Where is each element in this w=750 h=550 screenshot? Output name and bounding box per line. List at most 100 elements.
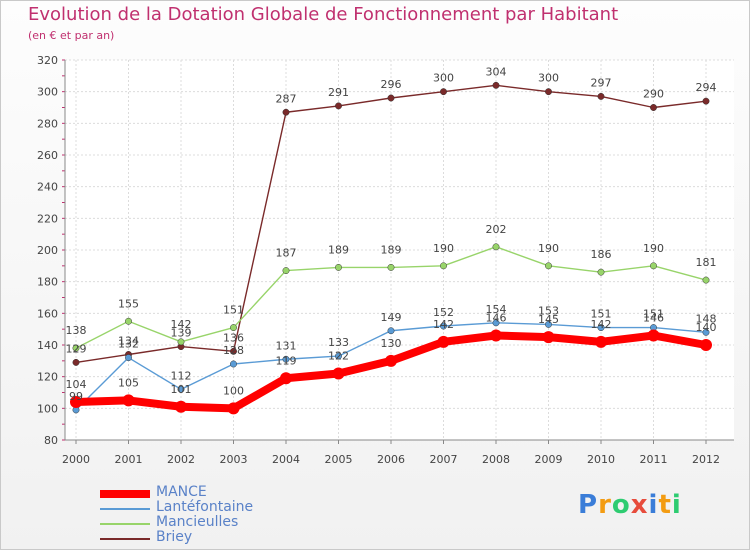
data-point: [545, 262, 552, 270]
logo-letter: t: [658, 490, 672, 520]
logo-letter: P: [578, 490, 599, 520]
data-label: 129: [66, 342, 87, 355]
logo-letter: i: [671, 490, 682, 520]
data-point: [440, 322, 447, 330]
data-point: [70, 396, 82, 408]
data-label: 190: [643, 242, 664, 255]
data-label: 101: [171, 383, 192, 396]
data-point: [335, 352, 342, 360]
data-label: 131: [276, 339, 297, 352]
x-tick-label: 2011: [640, 453, 668, 466]
data-label: 190: [538, 242, 559, 255]
data-label: 296: [381, 78, 402, 91]
data-label: 154: [486, 303, 507, 316]
y-tick-label: 260: [37, 149, 58, 162]
data-label: 136: [223, 331, 244, 344]
data-point: [492, 319, 500, 327]
data-label: 151: [643, 308, 664, 321]
data-label: 100: [223, 384, 244, 397]
data-label: 300: [538, 72, 559, 85]
logo-letter: o: [611, 490, 631, 520]
data-point: [175, 400, 187, 413]
data-point: [282, 108, 290, 116]
data-label: 149: [381, 311, 402, 324]
data-point: [437, 335, 450, 348]
x-tick-label: 2010: [587, 453, 615, 466]
data-label: 138: [66, 324, 87, 337]
data-point: [230, 324, 237, 332]
data-point: [72, 344, 80, 352]
data-label: 133: [328, 336, 349, 349]
data-point: [440, 88, 447, 96]
data-point: [332, 367, 345, 380]
proxiti-logo: Proxiti: [578, 490, 682, 520]
data-label: 187: [276, 247, 297, 260]
y-tick-label: 160: [37, 307, 58, 320]
data-label: 140: [696, 321, 717, 334]
x-tick-label: 2008: [482, 453, 510, 466]
x-tick-label: 2005: [325, 453, 353, 466]
data-point: [125, 317, 132, 325]
data-label: 99: [69, 390, 83, 403]
data-point: [702, 328, 710, 336]
data-label: 146: [486, 312, 507, 325]
data-point: [387, 327, 395, 335]
data-label: 128: [223, 344, 244, 357]
legend-swatch-mancieulles: [100, 523, 150, 525]
data-label: 148: [696, 312, 717, 325]
data-label: 146: [643, 312, 664, 325]
data-label: 145: [538, 313, 559, 326]
data-label: 142: [591, 318, 612, 331]
data-label: 190: [433, 242, 454, 255]
data-point: [125, 354, 132, 362]
x-tick-label: 2002: [167, 453, 195, 466]
data-point: [230, 347, 237, 355]
data-label: 130: [381, 337, 402, 350]
data-point: [280, 372, 292, 385]
data-point: [700, 339, 712, 351]
data-label: 122: [328, 350, 349, 363]
data-point: [227, 402, 240, 415]
data-point: [702, 276, 710, 284]
data-point: [492, 81, 500, 89]
data-label: 132: [118, 338, 139, 351]
x-tick-label: 2012: [692, 453, 720, 466]
data-label: 291: [328, 86, 349, 99]
data-label: 139: [171, 327, 192, 340]
data-point: [387, 94, 395, 102]
data-point: [335, 263, 342, 271]
data-label: 112: [171, 369, 192, 382]
data-point: [385, 354, 397, 367]
y-tick-label: 200: [37, 244, 58, 257]
data-label: 119: [276, 354, 297, 367]
x-tick-label: 2000: [62, 453, 90, 466]
y-tick-label: 180: [37, 276, 58, 289]
data-point: [177, 338, 185, 346]
data-point: [492, 243, 500, 251]
data-point: [72, 358, 80, 366]
data-label: 186: [591, 248, 612, 261]
data-point: [702, 97, 710, 105]
data-label: 134: [118, 335, 139, 348]
data-point: [440, 262, 447, 270]
data-point: [335, 102, 342, 110]
data-label: 290: [643, 88, 664, 101]
legend-label-mancieulles: Mancieulles: [156, 514, 239, 530]
data-point: [597, 268, 605, 276]
y-tick-label: 220: [37, 212, 58, 225]
data-label: 189: [328, 243, 349, 256]
legend-label-lantefontaine: Lantéfontaine: [156, 499, 254, 515]
data-point: [647, 329, 660, 342]
data-point: [490, 329, 502, 342]
data-point: [597, 92, 605, 100]
data-point: [387, 263, 395, 271]
y-tick-label: 100: [37, 402, 58, 415]
chart-subtitle: (en € et par an): [28, 29, 115, 42]
data-point: [595, 335, 607, 348]
data-point: [542, 331, 555, 344]
legend-label-mance: MANCE: [156, 484, 207, 500]
data-point: [282, 267, 290, 275]
data-point: [650, 262, 657, 270]
logo-letter: i: [648, 490, 659, 520]
